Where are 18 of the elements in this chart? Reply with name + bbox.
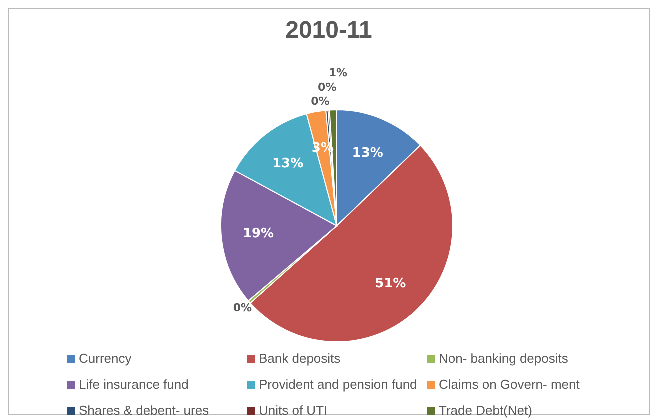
data-label: 0% [311, 94, 330, 108]
data-label: 0% [233, 302, 252, 315]
data-label: 51% [375, 276, 406, 292]
legend-label: Bank deposits [259, 351, 341, 366]
data-label: 0% [318, 80, 337, 94]
legend-label: Units of UTI [259, 403, 328, 418]
legend-label: Claims on Govern- ment [439, 377, 580, 392]
legend-label: Currency [79, 351, 132, 366]
legend-label: Trade Debt(Net) [439, 403, 532, 418]
legend-label: Shares & debent- ures [79, 403, 210, 418]
data-label: 13% [352, 146, 384, 161]
data-label: 19% [242, 226, 274, 242]
chart-title: 2010-11 [284, 17, 374, 45]
data-label: 13% [272, 156, 304, 172]
legend-label: Life insurance fund [79, 377, 189, 392]
legend-label: Provident and pension fund [259, 377, 418, 392]
data-label: 1% [328, 66, 348, 80]
legend-label: Non- banking deposits [439, 351, 568, 366]
